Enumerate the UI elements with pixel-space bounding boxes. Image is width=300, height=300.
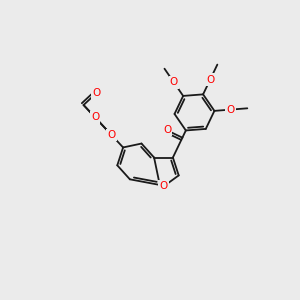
Text: O: O bbox=[226, 105, 235, 115]
Text: O: O bbox=[107, 130, 116, 140]
Text: O: O bbox=[159, 182, 168, 191]
Text: O: O bbox=[91, 112, 99, 122]
Text: O: O bbox=[206, 75, 214, 85]
Text: O: O bbox=[163, 125, 171, 135]
Text: O: O bbox=[92, 88, 100, 98]
Text: O: O bbox=[170, 77, 178, 87]
